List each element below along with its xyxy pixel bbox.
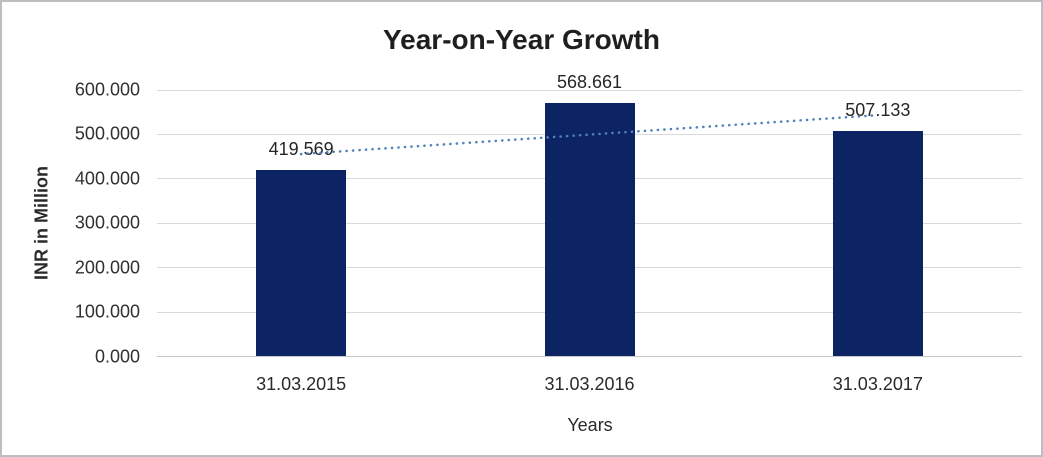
data-label-31.03.2016: 568.661 (556, 72, 623, 93)
bar-31.03.2015 (256, 169, 347, 356)
category-label-31.03.2017: 31.03.2017 (832, 374, 923, 394)
data-label-31.03.2017: 507.133 (845, 99, 911, 120)
gridline (157, 89, 1022, 91)
y-tick-label: 0.000 (94, 346, 140, 366)
y-tick-label: 500.000 (74, 123, 140, 144)
y-tick-label: 100.000 (74, 301, 140, 322)
bar-31.03.2017 (832, 130, 923, 356)
y-tick-label: 300.000 (74, 212, 140, 233)
y-tick-label: 200.000 (74, 257, 140, 278)
category-label-31.03.2015: 31.03.2015 (256, 374, 347, 394)
bar-31.03.2016 (544, 103, 635, 356)
x-axis-line (157, 356, 1022, 357)
data-label-31.03.2015: 419.569 (268, 138, 334, 159)
y-tick-label: 400.000 (74, 168, 140, 189)
chart-title: Year-on-Year Growth (383, 24, 660, 55)
y-tick-label: 600.000 (74, 79, 140, 100)
x-axis-title: Years (567, 415, 613, 435)
category-label-31.03.2016: 31.03.2016 (544, 374, 635, 394)
